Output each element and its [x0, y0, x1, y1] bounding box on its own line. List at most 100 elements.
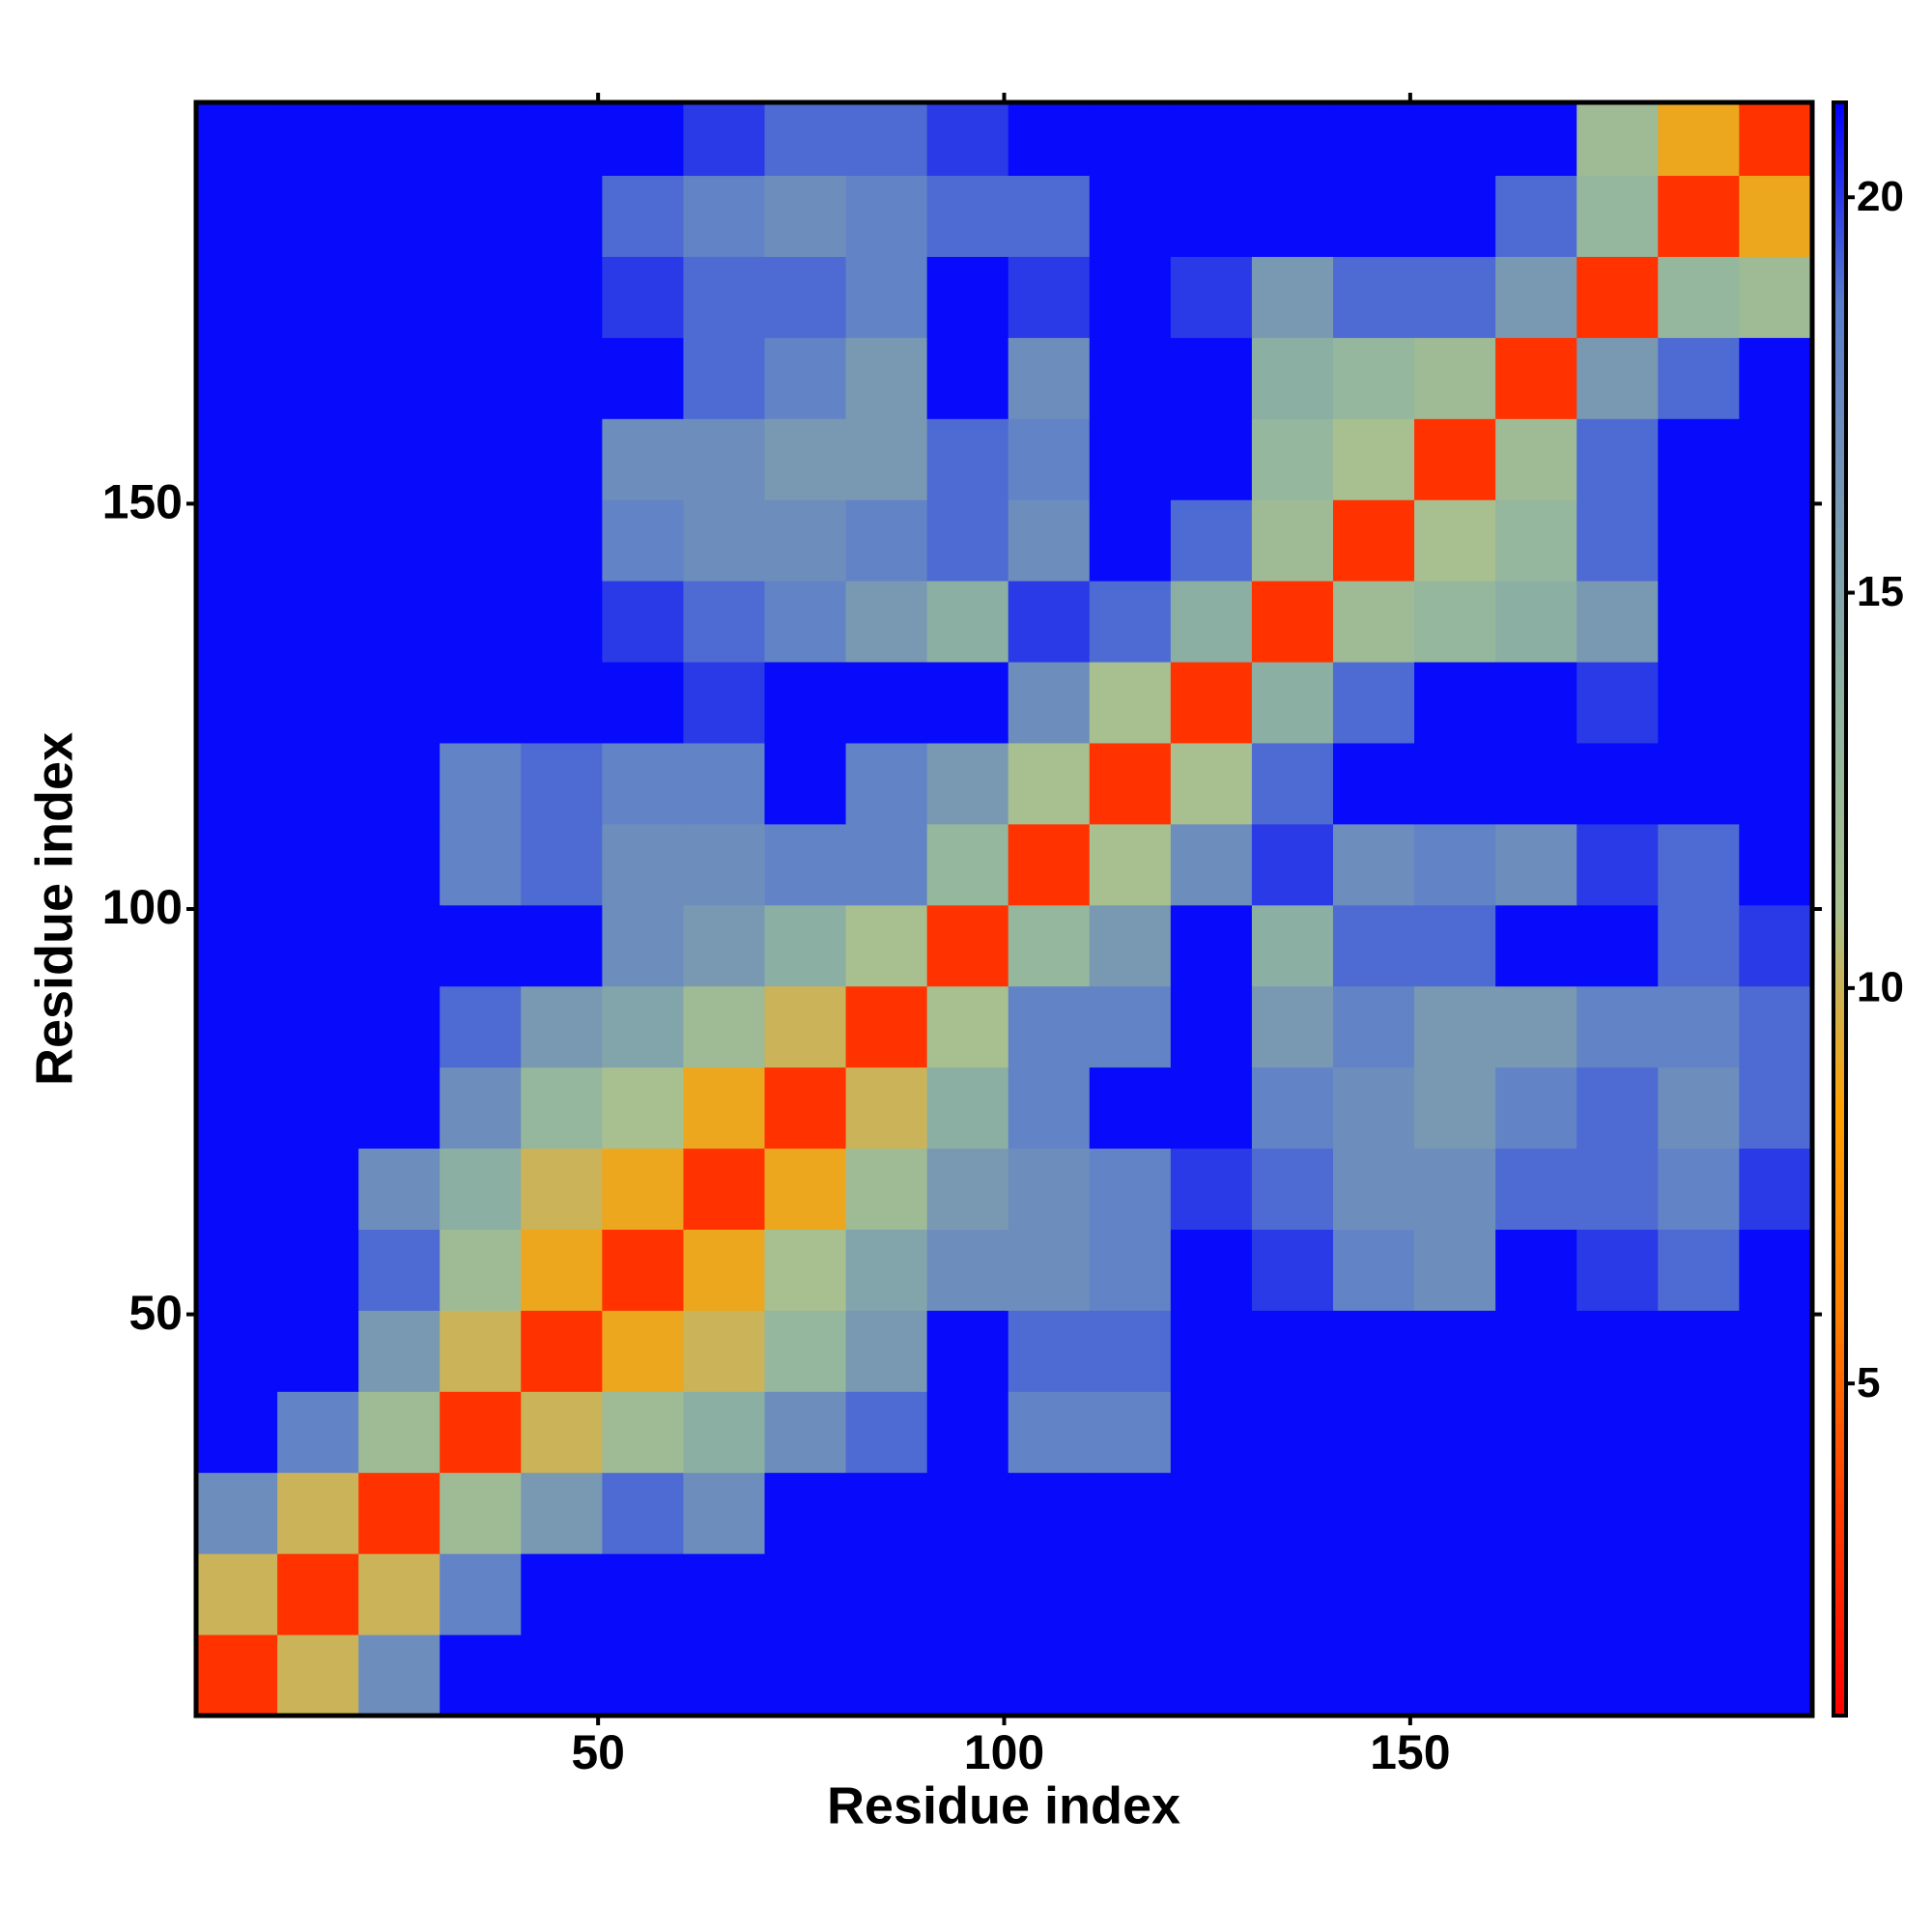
- heatmap-cell: [521, 1310, 603, 1392]
- heatmap-cell: [1008, 1310, 1091, 1392]
- x-axis-title: Residue index: [827, 1776, 1180, 1834]
- heatmap-cell: [1658, 985, 1740, 1068]
- heatmap-cell: [1332, 1634, 1415, 1717]
- heatmap-cell: [358, 1391, 440, 1473]
- heatmap-cell: [1495, 418, 1577, 500]
- heatmap-cell: [1170, 904, 1253, 987]
- heatmap-cell: [683, 662, 765, 744]
- heatmap-cell: [1414, 102, 1496, 177]
- heatmap-cell: [1089, 823, 1172, 906]
- heatmap-cell: [440, 1148, 522, 1230]
- heatmap-cell: [1495, 1553, 1577, 1635]
- heatmap-cell: [764, 256, 847, 338]
- heatmap-cell: [1577, 1066, 1659, 1150]
- heatmap-cell: [845, 662, 928, 744]
- heatmap-cell: [845, 1148, 928, 1230]
- heatmap-cell: [683, 1553, 765, 1635]
- heatmap-cell: [1658, 581, 1740, 663]
- heatmap-cell: [1332, 662, 1415, 744]
- heatmap-cell: [1089, 985, 1172, 1068]
- x-tick-label: 150: [1370, 1725, 1450, 1779]
- heatmap-cell: [1495, 256, 1577, 338]
- heatmap-cell: [196, 1310, 278, 1392]
- heatmap-cell: [358, 742, 440, 825]
- heatmap-cell: [1170, 102, 1253, 177]
- heatmap-cell: [1495, 337, 1577, 419]
- heatmap-cell: [1089, 1391, 1172, 1473]
- heatmap-cell: [1170, 499, 1253, 582]
- heatmap-cell: [926, 581, 1009, 663]
- heatmap-cell: [1495, 499, 1577, 582]
- heatmap-cell: [277, 904, 359, 987]
- heatmap-cell: [1251, 418, 1334, 500]
- heatmap-cell: [764, 904, 847, 987]
- heatmap-cell: [1008, 102, 1091, 177]
- heatmap-cell: [926, 1310, 1009, 1392]
- heatmap-cell: [1170, 1148, 1253, 1230]
- heatmap-cell: [926, 256, 1009, 338]
- y-tick-label: 50: [128, 1286, 183, 1340]
- heatmap-cell: [1495, 904, 1577, 987]
- heatmap-cell: [358, 175, 440, 257]
- heatmap-cell: [683, 581, 765, 663]
- heatmap-cell: [1414, 1229, 1496, 1311]
- heatmap-cell: [1658, 1553, 1740, 1635]
- heatmap-cell: [926, 1634, 1009, 1717]
- heatmap-cell: [1658, 1472, 1740, 1554]
- heatmap-cell: [1414, 499, 1496, 582]
- heatmap-cell: [602, 1229, 684, 1311]
- heatmap-cell: [1089, 1472, 1172, 1554]
- heatmap-cell: [1414, 823, 1496, 906]
- heatmap-cell: [196, 1553, 278, 1635]
- heatmap-cell: [1089, 1148, 1172, 1230]
- heatmap-cell: [1658, 256, 1740, 338]
- heatmap-cell: [1170, 1553, 1253, 1635]
- heatmap-cell: [440, 1391, 522, 1473]
- heatmap-cell: [1658, 1148, 1740, 1230]
- heatmap-cell: [521, 742, 603, 825]
- heatmap-cell: [764, 102, 847, 177]
- heatmap-cell: [277, 985, 359, 1068]
- heatmap-cell: [1170, 823, 1253, 906]
- heatmap-cell: [1577, 662, 1659, 744]
- heatmap-cell: [440, 823, 522, 906]
- heatmap-cell: [926, 1148, 1009, 1230]
- heatmap-cell: [1008, 581, 1091, 663]
- heatmap-cell: [1577, 1310, 1659, 1392]
- heatmap-cell: [683, 1472, 765, 1554]
- heatmap-cell: [1332, 823, 1415, 906]
- heatmap-cell: [358, 1472, 440, 1554]
- heatmap-cell: [683, 256, 765, 338]
- heatmap-cell: [440, 1310, 522, 1392]
- heatmap-cell: [1251, 1229, 1334, 1311]
- heatmap-cell: [1251, 1634, 1334, 1717]
- heatmap-cell: [1089, 418, 1172, 500]
- heatmap-cell: [764, 175, 847, 257]
- heatmap-cell: [1170, 1066, 1253, 1150]
- heatmap-cell: [440, 1472, 522, 1554]
- heatmap-cell: [1414, 904, 1496, 987]
- heatmap-cell: [1658, 499, 1740, 582]
- heatmap-cell: [845, 102, 928, 177]
- heatmap-cell: [1739, 1310, 1813, 1392]
- heatmap-cell: [1251, 1472, 1334, 1554]
- heatmap-cell: [1577, 256, 1659, 338]
- heatmap-cell: [196, 1634, 278, 1717]
- heatmap-cell: [521, 581, 603, 663]
- heatmap-cell: [764, 1148, 847, 1230]
- heatmap-cell: [1332, 337, 1415, 419]
- heatmap-cell: [1739, 904, 1813, 987]
- heatmap-cell: [358, 904, 440, 987]
- heatmap-cell: [1739, 1391, 1813, 1473]
- heatmap-cell: [1008, 499, 1091, 582]
- heatmap-cell: [196, 662, 278, 744]
- heatmap-cell: [1089, 904, 1172, 987]
- heatmap-cell: [602, 742, 684, 825]
- heatmap-cell: [1577, 823, 1659, 906]
- heatmap-cell: [1332, 418, 1415, 500]
- heatmap-cell: [1739, 418, 1813, 500]
- heatmap-cell: [196, 175, 278, 257]
- heatmap-cell: [1577, 499, 1659, 582]
- heatmap-cell: [602, 1310, 684, 1392]
